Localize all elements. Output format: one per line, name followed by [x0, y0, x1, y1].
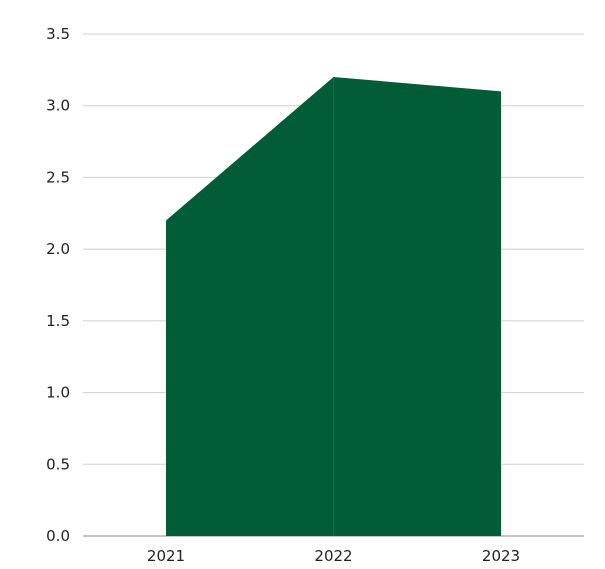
y-tick-label: 3.5: [46, 25, 70, 43]
y-tick-label: 1.0: [46, 384, 70, 402]
y-tick-label: 0.0: [46, 527, 70, 545]
x-tick-label: 2021: [147, 547, 185, 565]
y-axis-ticks: 0.0 0.5 1.0 1.5 2.0 2.5 3.0 3.5: [46, 25, 70, 545]
y-tick-label: 1.5: [46, 312, 70, 330]
x-tick-label: 2023: [482, 547, 520, 565]
y-tick-label: 3.0: [46, 97, 70, 115]
y-tick-label: 0.5: [46, 455, 70, 473]
y-tick-label: 2.5: [46, 168, 70, 186]
y-tick-label: 2.0: [46, 240, 70, 258]
x-axis-ticks: 2021 2022 2023: [147, 547, 520, 565]
area-series: [166, 77, 501, 536]
x-tick-label: 2022: [314, 547, 352, 565]
